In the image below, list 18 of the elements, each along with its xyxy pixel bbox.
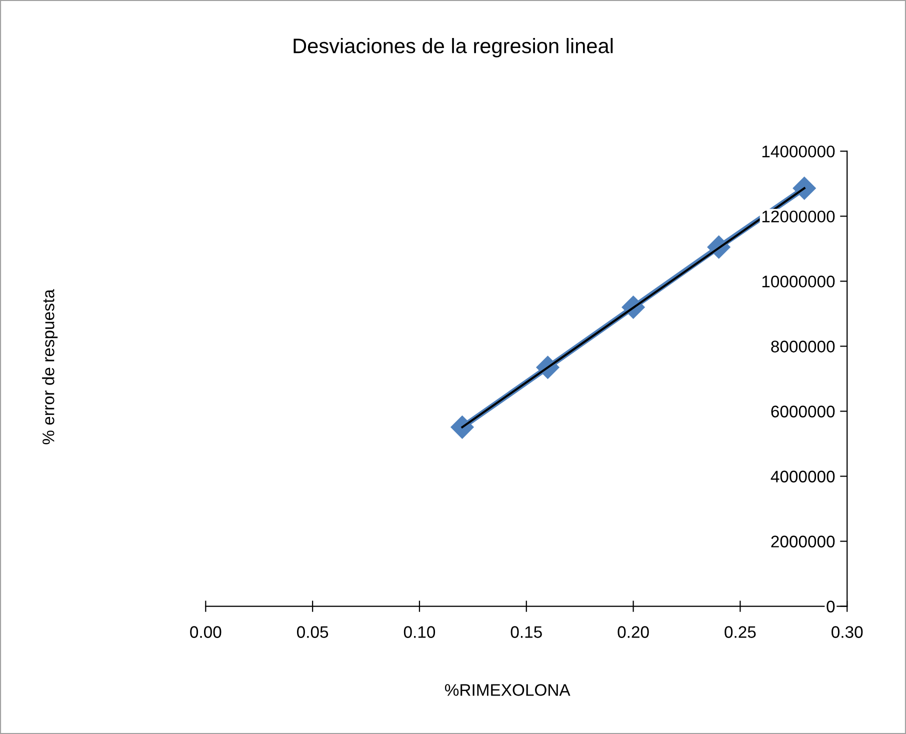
y-tick-label: 4000000 bbox=[770, 470, 835, 482]
y-tick-label: 2000000 bbox=[771, 536, 835, 548]
x-tick-label: 0.00 bbox=[190, 626, 222, 638]
x-tick-label: 0.05 bbox=[297, 626, 328, 638]
text: % error de respuesta bbox=[42, 289, 58, 444]
x-tick-label: 0.25 bbox=[724, 626, 756, 638]
x-axis-title: %RIMEXOLONA bbox=[444, 684, 570, 696]
y-tick-label: 14000000 bbox=[762, 146, 835, 158]
chart-title: Desviaciones de la regresion lineal bbox=[294, 38, 613, 58]
y-tick-label: 10000000 bbox=[762, 276, 835, 288]
y-tick-label: 0 bbox=[826, 600, 835, 612]
x-tick-label: 0.20 bbox=[618, 626, 649, 638]
x-tick-label: 0.30 bbox=[832, 626, 863, 638]
y-tick-label: 8000000 bbox=[771, 340, 835, 352]
y-tick-label: 12000000 bbox=[762, 210, 835, 222]
x-tick-label: 0.15 bbox=[510, 626, 542, 638]
y-tick-label: 6000000 bbox=[771, 406, 835, 418]
x-tick-label: 0.10 bbox=[404, 626, 436, 638]
